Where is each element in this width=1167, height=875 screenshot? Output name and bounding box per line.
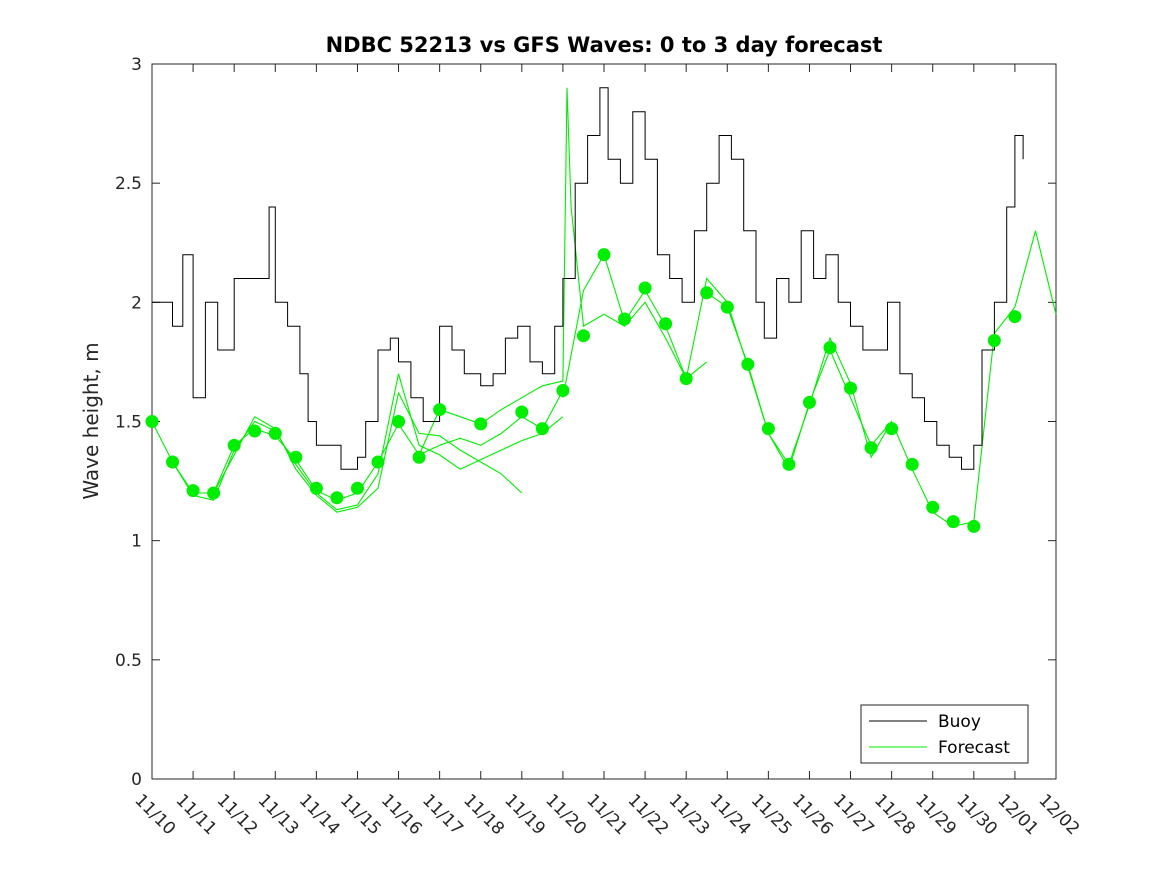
forecast-point [987, 333, 1001, 347]
forecast-point [371, 455, 385, 469]
forecast-point [515, 405, 529, 419]
forecast-point [700, 286, 714, 300]
forecast-line [706, 230, 1057, 527]
legend-buoy-label: Buoy [938, 712, 981, 732]
forecast-point [679, 372, 693, 386]
y-tick-label: 0.5 [115, 651, 142, 671]
y-tick-label: 2 [131, 293, 142, 313]
y-tick-label: 2.5 [115, 174, 142, 194]
legend-forecast-label: Forecast [938, 738, 1010, 758]
forecast-point [268, 426, 282, 440]
forecast-line [418, 87, 708, 456]
legend: Buoy Forecast [860, 704, 1029, 764]
forecast-point [761, 422, 775, 436]
forecast-point [350, 481, 364, 495]
y-tick-label: 3 [131, 55, 142, 75]
forecast-point [207, 486, 221, 500]
forecast-point [946, 515, 960, 529]
y-tick-label: 1.5 [115, 413, 142, 433]
forecast-point [967, 519, 981, 533]
forecast-point [474, 417, 488, 431]
y-tick-label: 0 [131, 770, 142, 790]
forecast-point [556, 384, 570, 398]
y-tick-label: 1 [131, 532, 142, 552]
forecast-point [145, 415, 159, 428]
legend-box [860, 704, 1029, 764]
forecast-point [166, 455, 180, 469]
forecast-point [392, 415, 406, 428]
forecast-point [823, 341, 837, 355]
forecast-point [597, 248, 611, 262]
forecast-point [248, 424, 262, 438]
plot-area: 00.511.522.5311/1011/1111/1211/1311/1411… [115, 55, 1083, 839]
forecast-point [433, 403, 447, 417]
forecast-point [289, 450, 303, 464]
forecast-point [1008, 310, 1022, 324]
forecast-point [720, 300, 734, 314]
forecast-point [412, 450, 426, 464]
forecast-point [802, 395, 816, 409]
forecast-point [926, 500, 940, 514]
forecast-line [213, 391, 523, 513]
forecast-point [186, 484, 200, 498]
forecast-point [576, 329, 590, 343]
forecast-point [659, 317, 673, 331]
chart-title: NDBC 52213 vs GFS Waves: 0 to 3 day fore… [326, 33, 883, 57]
plot-box [151, 63, 1057, 780]
forecast-point [905, 457, 919, 471]
forecast-point [844, 381, 858, 395]
forecast-point [535, 422, 549, 436]
forecast-point [782, 457, 796, 471]
forecast-point [309, 481, 323, 495]
forecast-point [330, 491, 344, 505]
forecast-point [741, 357, 755, 371]
y-axis-title: Wave height, m [79, 342, 103, 499]
forecast-point [227, 438, 241, 452]
forecast-point [618, 312, 632, 326]
forecast-point [864, 441, 878, 455]
forecast-point [638, 281, 652, 295]
buoy-line [152, 87, 1024, 470]
forecast-point [885, 422, 899, 436]
